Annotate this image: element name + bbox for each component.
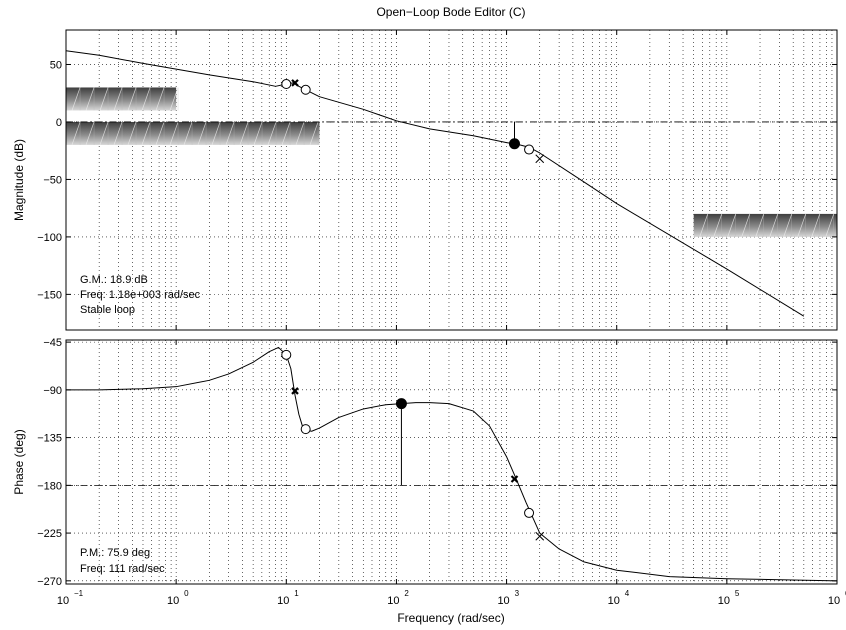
marker-circle xyxy=(281,349,292,360)
phase-margin-label: P.M.: 75.9 deg xyxy=(80,547,150,559)
constraint-band xyxy=(693,213,837,238)
y-tick-label: −135 xyxy=(37,433,62,445)
phase-plot-area xyxy=(66,340,837,584)
marker-circle xyxy=(524,507,535,518)
phase-curve xyxy=(66,346,837,582)
phase-panel: −45−90−135−180−225−270 10−11001011021031… xyxy=(12,30,846,625)
series-line xyxy=(66,50,805,317)
y-tick-label: −50 xyxy=(43,174,62,186)
marker-circle xyxy=(524,144,535,155)
magnitude-plot-area xyxy=(66,30,837,330)
marker-cross xyxy=(535,154,545,164)
y-tick-label: 0 xyxy=(56,117,62,129)
y-tick-label: 50 xyxy=(50,59,62,71)
constraint-band xyxy=(66,87,179,111)
y-tick-label: −100 xyxy=(37,232,62,244)
x-tick-exponent: 4 xyxy=(625,589,630,598)
marker-bold-cross xyxy=(510,475,519,483)
constraint-band xyxy=(66,121,320,146)
marker-cross xyxy=(535,531,545,541)
x-tick-exponent: 5 xyxy=(735,589,740,598)
constraint-band-fill xyxy=(66,87,177,111)
phase-markers xyxy=(281,349,545,541)
x-tick-label: 10 xyxy=(57,595,69,607)
x-tick-label: 10 xyxy=(387,595,399,607)
magnitude-markers xyxy=(281,79,545,164)
marker-filled-circle xyxy=(508,138,520,150)
x-tick-exponent: −1 xyxy=(74,589,84,598)
magnitude-axes-box xyxy=(65,29,838,331)
marker-bold-cross xyxy=(291,79,299,87)
marker-bold-cross xyxy=(291,387,299,395)
x-tick-label: 10 xyxy=(718,595,730,607)
phase-x-ticks: 10−1100101102103104105106 xyxy=(57,30,846,607)
y-tick-label: −90 xyxy=(43,385,62,397)
x-tick-exponent: 3 xyxy=(515,589,520,598)
phase-axes-box xyxy=(65,339,838,585)
phase-margin-freq-label: Freq: 111 rad/sec xyxy=(80,563,165,575)
marker-filled-circle xyxy=(395,398,407,410)
phase-y-ticks: −45 −90 −135 −180 −225 −270 xyxy=(37,337,837,588)
series-line xyxy=(66,346,837,582)
phase-grid xyxy=(66,340,837,584)
frequency-xlabel: Frequency (rad/sec) xyxy=(397,611,504,625)
x-tick-exponent: 0 xyxy=(184,589,189,598)
x-tick-label: 10 xyxy=(167,595,179,607)
x-tick-exponent: 2 xyxy=(404,589,409,598)
marker-circle xyxy=(300,424,311,435)
phase-ylabel: Phase (deg) xyxy=(12,429,26,494)
x-tick-label: 10 xyxy=(497,595,509,607)
y-tick-label: −150 xyxy=(37,289,62,301)
y-tick-label: −180 xyxy=(37,480,62,492)
magnitude-y-ticks: 50 0 −50 −100 −150 xyxy=(37,59,837,301)
y-tick-label: −270 xyxy=(37,576,62,588)
marker-circle xyxy=(281,79,292,90)
magnitude-curve xyxy=(66,50,805,317)
stability-label: Stable loop xyxy=(80,304,135,316)
figure-title: Open−Loop Bode Editor (C) xyxy=(376,5,525,19)
y-tick-label: −45 xyxy=(43,337,62,349)
x-tick-label: 10 xyxy=(828,595,840,607)
magnitude-constraint-bands xyxy=(66,87,837,238)
y-tick-label: −225 xyxy=(37,528,62,540)
marker-circle xyxy=(300,84,311,95)
x-tick-label: 10 xyxy=(608,595,620,607)
magnitude-ylabel: Magnitude (dB) xyxy=(12,139,26,221)
gain-margin-label: G.M.: 18.9 dB xyxy=(80,274,148,286)
magnitude-panel: 50 0 −50 −100 −150 Magnitude (dB) G.M.: 18.9… xyxy=(12,29,838,331)
x-tick-exponent: 1 xyxy=(294,589,299,598)
x-tick-label: 10 xyxy=(277,595,289,607)
gain-margin-freq-label: Freq: 1.18e+003 rad/sec xyxy=(80,289,201,301)
